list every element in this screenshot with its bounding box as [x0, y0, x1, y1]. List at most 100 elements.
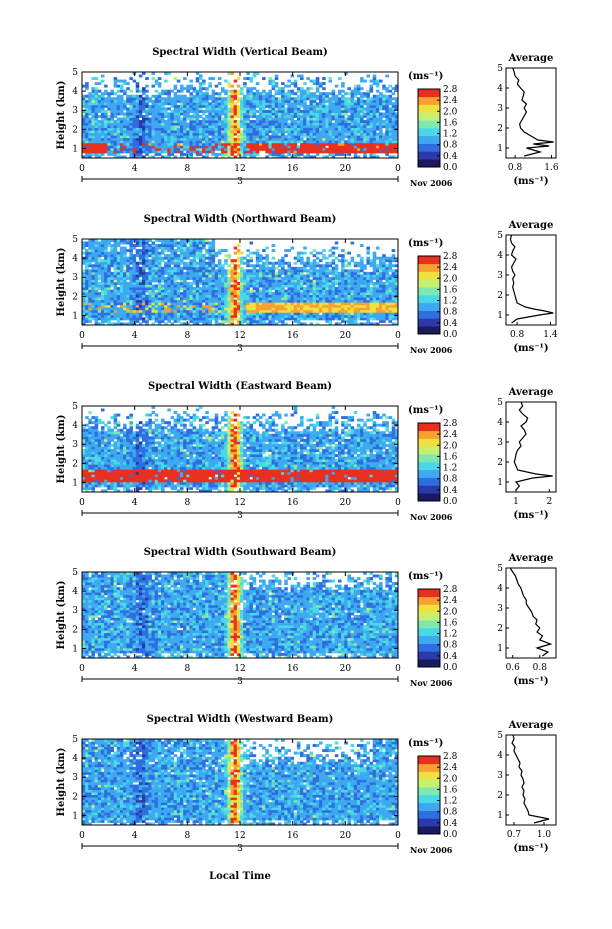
heatmap-cell [195, 145, 200, 149]
heatmap-cell [258, 137, 263, 141]
heatmap-cell [221, 309, 225, 313]
heatmap-cell [100, 279, 105, 283]
heatmap-cell [88, 122, 92, 126]
heatmap-cell [265, 284, 269, 288]
heatmap-cell [129, 155, 133, 159]
heatmap-cell [290, 130, 295, 134]
heatmap-cell [202, 299, 206, 303]
heatmap-cell [195, 112, 200, 116]
heatmap-cell [132, 276, 137, 280]
heatmap-cell [179, 251, 184, 255]
heatmap-cell [271, 84, 276, 88]
heatmap-cell [337, 130, 342, 134]
heatmap-cell [277, 279, 282, 283]
heatmap-cell [224, 97, 228, 101]
heatmap-cell [249, 304, 254, 308]
heatmap-cell [347, 132, 351, 136]
heatmap-cell [88, 256, 92, 260]
heatmap-cell [198, 150, 203, 154]
heatmap-cell [82, 84, 86, 88]
heatmap-cell [176, 104, 181, 108]
heatmap-cell [388, 112, 393, 116]
heatmap-cell [303, 274, 307, 278]
heatmap-cell [192, 112, 197, 116]
heatmap-cell [287, 287, 291, 290]
heatmap-cell [258, 256, 263, 260]
heatmap-cell [170, 115, 175, 118]
heatmap-cell [176, 254, 181, 258]
heatmap-cell [145, 312, 149, 316]
heatmap-cell [85, 152, 89, 156]
heatmap-cell [274, 77, 279, 80]
heatmap-cell [129, 122, 133, 126]
heatmap-cell [135, 120, 140, 123]
heatmap-cell [265, 259, 269, 263]
heatmap-cell [221, 130, 225, 134]
heatmap-cell [322, 312, 326, 316]
heatmap-cell [82, 287, 86, 290]
heatmap-cell [322, 99, 326, 103]
heatmap-cell [255, 130, 260, 134]
heatmap-cell [148, 137, 152, 141]
heatmap-cell [341, 125, 345, 129]
heatmap-cell [306, 92, 310, 96]
heatmap-cell [192, 125, 197, 129]
heatmap-cell [123, 137, 127, 141]
heatmap-cell [382, 140, 386, 144]
heatmap-cell [123, 145, 127, 149]
heatmap-cell [300, 299, 304, 303]
heatmap-cell [224, 107, 228, 111]
heatmap-cell [252, 102, 257, 106]
heatmap-cell [110, 297, 114, 301]
heatmap-cell [198, 147, 203, 151]
heatmap-cell [227, 120, 231, 123]
heatmap-cell [135, 150, 140, 154]
heatmap-cell [189, 125, 193, 129]
heatmap-cell [230, 309, 235, 313]
heatmap-cell [268, 135, 272, 139]
heatmap-cell [161, 89, 165, 93]
heatmap-cell [104, 282, 108, 285]
heatmap-cell [214, 302, 219, 306]
heatmap-cell [246, 109, 250, 113]
heatmap-cell [129, 125, 133, 129]
heatmap-cell [344, 120, 348, 123]
heatmap-cell [334, 102, 339, 106]
heatmap-cell [123, 282, 127, 285]
heatmap-cell [170, 322, 175, 326]
heatmap-cell [138, 145, 143, 149]
heatmap-cell [211, 279, 216, 283]
heatmap-cell [154, 317, 159, 321]
heatmap-cell [322, 92, 326, 96]
heatmap-cell [217, 82, 222, 86]
heatmap-cell [319, 289, 323, 293]
heatmap-cell [123, 256, 127, 260]
heatmap-cell [161, 312, 165, 316]
heatmap-cell [334, 322, 339, 326]
heatmap-cell [129, 135, 133, 139]
heatmap-cell [94, 302, 99, 306]
heatmap-cell [341, 84, 345, 88]
heatmap-cell [287, 107, 291, 111]
heatmap-cell [246, 274, 250, 278]
heatmap-cell [379, 92, 383, 96]
heatmap-cell [151, 271, 156, 275]
heatmap-cell [211, 309, 216, 313]
heatmap-cell [274, 287, 279, 290]
heatmap-cell [97, 130, 102, 134]
heatmap-cell [262, 322, 266, 326]
heatmap-cell [104, 284, 108, 288]
heatmap-cell [341, 130, 345, 134]
heatmap-cell [173, 287, 178, 290]
heatmap-cell [129, 145, 133, 149]
heatmap-cell [249, 112, 254, 116]
heatmap-cell [252, 282, 257, 285]
heatmap-cell [173, 261, 178, 265]
heatmap-cell [129, 294, 133, 298]
heatmap-cell [227, 292, 231, 296]
heatmap-cell [135, 312, 140, 316]
heatmap-cell [271, 109, 276, 113]
heatmap-cell [126, 304, 130, 308]
heatmap-cell [94, 132, 99, 136]
heatmap-cell [214, 282, 219, 285]
